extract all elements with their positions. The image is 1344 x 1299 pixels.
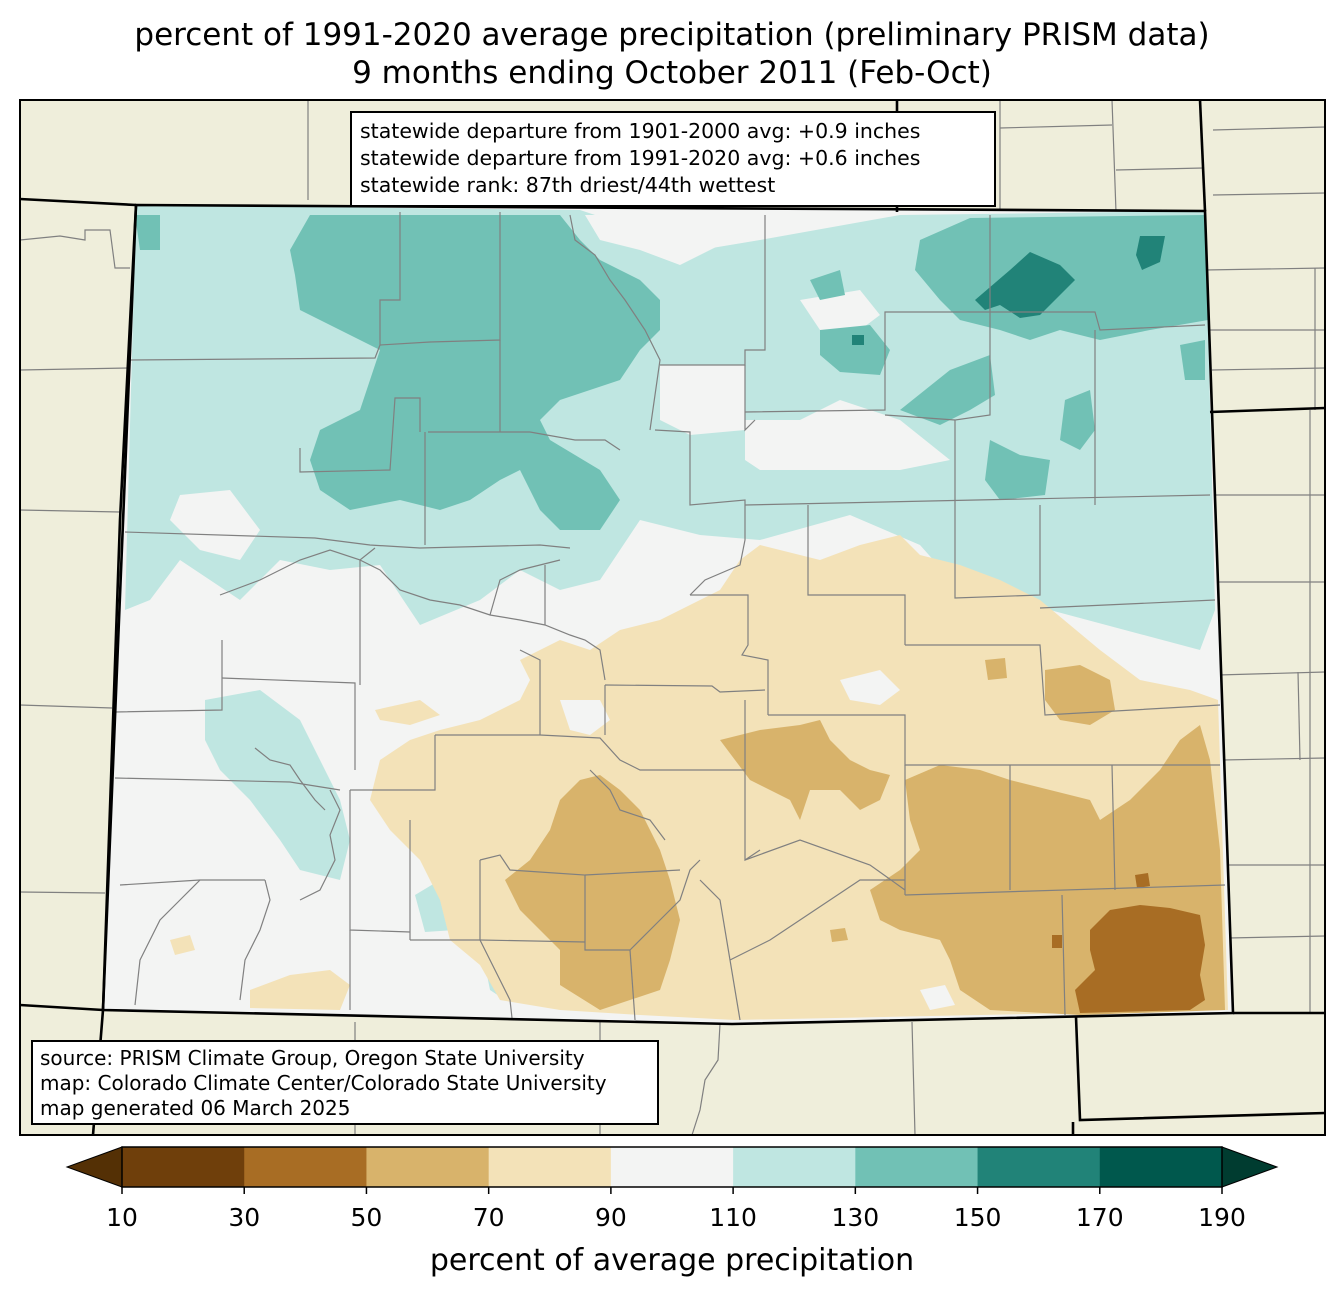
colorbar-segment: [122, 1147, 245, 1187]
precip-region: [1060, 390, 1095, 450]
precip-region: [820, 325, 890, 375]
source-line-1: source: PRISM Climate Group, Oregon Stat…: [40, 1046, 585, 1070]
precip-region: [1180, 340, 1205, 380]
precip-region: [985, 658, 1007, 680]
colorbar: [65, 1146, 1279, 1194]
colorbar-segment: [855, 1147, 979, 1187]
colorbar-segment: [610, 1147, 734, 1187]
precip-region: [560, 700, 610, 735]
source-box: source: PRISM Climate Group, Oregon Stat…: [31, 1040, 659, 1125]
colorbar-over-arrow: [1221, 1146, 1279, 1188]
source-line-3: map generated 06 March 2025: [40, 1096, 351, 1120]
colorbar-segment: [733, 1147, 856, 1187]
precip-region: [900, 355, 995, 425]
precip-region: [170, 935, 195, 955]
precip-region: [505, 775, 680, 1010]
stats-line-2: statewide departure from 1991-2020 avg: …: [360, 146, 921, 170]
colorbar-segment: [1099, 1147, 1223, 1187]
colorado-county-lines: [114, 212, 1226, 1021]
precip-region: [585, 215, 720, 265]
colorbar-tick-label: 50: [350, 1203, 383, 1232]
colorbar-under-arrow: [65, 1146, 123, 1188]
precip-region: [290, 215, 660, 530]
precip-region: [745, 400, 950, 470]
map-frame: [19, 99, 1326, 1136]
source-line-2: map: Colorado Climate Center/Colorado St…: [40, 1071, 607, 1095]
map-title-line2: 9 months ending October 2011 (Feb-Oct): [352, 55, 992, 91]
precip-region: [985, 440, 1050, 500]
precip-region: [1045, 665, 1115, 725]
colorbar-tick-label: 130: [831, 1203, 880, 1232]
precip-region: [250, 970, 350, 1010]
colorbar-segment: [366, 1147, 490, 1187]
colorbar-tick-label: 70: [472, 1203, 505, 1232]
colorbar-segment: [244, 1147, 367, 1187]
precip-region: [830, 928, 848, 942]
precip-region: [1136, 236, 1165, 270]
precip-region: [810, 270, 845, 300]
precip-region: [1052, 935, 1062, 948]
precip-region: [1135, 873, 1150, 888]
colorbar-tick-label: 10: [106, 1203, 138, 1232]
colorbar-label: percent of average precipitation: [429, 1243, 915, 1278]
precip-region: [170, 490, 260, 560]
precip-region: [1075, 905, 1205, 1013]
colorbar-tick-label: 110: [709, 1203, 757, 1232]
precip-region: [852, 335, 864, 345]
colorbar-outline: [121, 1146, 1223, 1188]
precip-region: [975, 252, 1075, 318]
colorbar-segment: [977, 1147, 1101, 1187]
colorbar-segment: [488, 1147, 612, 1187]
precip-region: [720, 720, 890, 820]
colorbar-tick-label: 90: [594, 1203, 627, 1232]
precip-region: [375, 700, 440, 725]
precip-region: [135, 215, 160, 250]
stats-line-3: statewide rank: 87th driest/44th wettest: [360, 173, 776, 197]
precip-region: [660, 365, 745, 435]
colorbar-tick-label: 30: [228, 1203, 261, 1232]
statewide-stats-box: statewide departure from 1901-2000 avg: …: [350, 111, 996, 207]
precip-region: [840, 670, 900, 705]
colorbar-tick-label: 190: [1198, 1203, 1246, 1232]
colorbar-tick-label: 150: [953, 1203, 1002, 1232]
colorbar-tick-label: 170: [1075, 1203, 1124, 1232]
precip-region: [205, 690, 350, 880]
map-title-line1: percent of 1991-2020 average precipitati…: [134, 17, 1210, 53]
stats-line-1: statewide departure from 1901-2000 avg: …: [360, 119, 921, 143]
precip-region: [920, 985, 955, 1010]
